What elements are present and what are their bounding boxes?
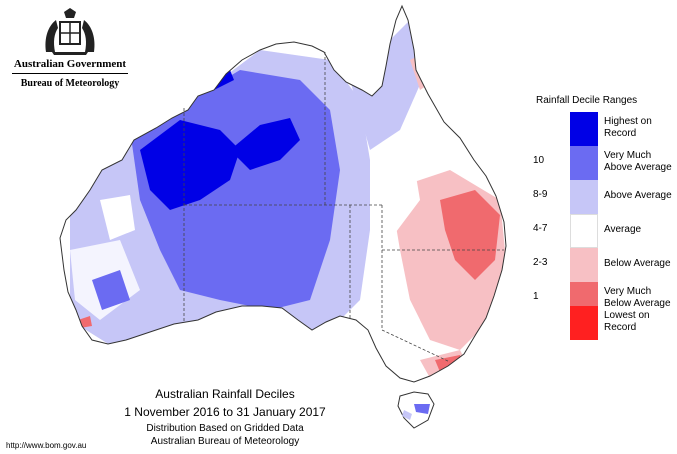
legend-label: Average	[604, 224, 642, 235]
map-title: Australian Rainfall Deciles	[155, 387, 295, 401]
legend-label: Below Average	[604, 258, 671, 269]
bom-logo: Australian Government Bureau of Meteorol…	[8, 8, 132, 94]
map-method-note: Distribution Based on Gridded Data	[146, 423, 304, 434]
legend-swatch	[570, 146, 598, 180]
legend-code: 4-7	[533, 223, 548, 234]
legend-title: Rainfall Decile Ranges	[536, 95, 638, 106]
legend-swatch	[570, 248, 598, 282]
legend-swatch	[570, 112, 598, 146]
legend-code: 8-9	[533, 189, 548, 200]
australia-decile-map	[59, 5, 507, 429]
government-name: Australian Government	[13, 58, 127, 70]
map-date-range: 1 November 2016 to 31 January 2017	[124, 405, 326, 419]
legend-swatch	[570, 214, 598, 248]
legend-label: Very Much Below Average	[604, 286, 671, 309]
map-source-note: Australian Bureau of Meteorology	[150, 436, 300, 447]
legend-item-very-much-above: 10 Very Much Above Average	[533, 146, 673, 180]
legend-item-average: 4-7 Average	[533, 214, 673, 248]
legend-code: 2-3	[533, 257, 548, 268]
bom-url-link[interactable]: http://www.bom.gov.au	[6, 441, 87, 450]
legend-item-below: 2-3 Below Average	[533, 248, 673, 282]
legend-item-above: 8-9 Above Average	[533, 180, 673, 214]
logo-divider	[12, 73, 128, 74]
legend-swatch	[570, 180, 598, 214]
legend-swatch	[570, 306, 598, 340]
legend-code: 10	[533, 155, 545, 166]
legend-label: Above Average	[604, 190, 672, 201]
legend-label: Highest on Record	[604, 116, 652, 139]
legend-item-highest: Highest on Record	[533, 112, 673, 146]
legend-item-lowest: Lowest on Record	[533, 306, 673, 340]
legend-code: 1	[533, 291, 539, 302]
agency-name: Bureau of Meteorology	[20, 78, 120, 89]
legend-label: Lowest on Record	[604, 310, 650, 333]
coat-of-arms-icon	[45, 8, 95, 55]
legend-label: Very Much Above Average	[604, 150, 672, 173]
